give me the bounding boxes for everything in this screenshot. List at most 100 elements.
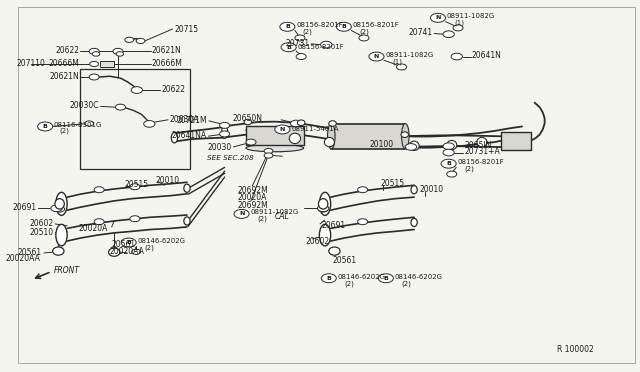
Text: 20010: 20010 [419, 185, 444, 194]
Text: 2065IN: 2065IN [464, 141, 492, 150]
Text: 20515: 20515 [124, 180, 148, 189]
Ellipse shape [221, 126, 228, 138]
Ellipse shape [477, 138, 487, 147]
Circle shape [90, 61, 99, 67]
Ellipse shape [289, 133, 301, 144]
Circle shape [131, 87, 143, 93]
Circle shape [453, 25, 463, 31]
Ellipse shape [409, 141, 419, 151]
Text: 20020AA: 20020AA [6, 254, 41, 263]
Circle shape [94, 187, 104, 193]
Text: N: N [239, 211, 244, 217]
Text: 20692M: 20692M [237, 201, 268, 210]
Text: 20691: 20691 [12, 203, 36, 212]
Text: 08911-1082G: 08911-1082G [385, 52, 433, 58]
Text: 08156-8201F: 08156-8201F [298, 44, 344, 50]
Circle shape [359, 35, 369, 41]
Circle shape [291, 120, 302, 127]
Text: 20020A: 20020A [237, 193, 266, 202]
Text: 20641NA: 20641NA [172, 131, 207, 140]
Text: 20666M: 20666M [152, 59, 183, 68]
Ellipse shape [401, 124, 409, 149]
Text: 20691: 20691 [322, 221, 346, 230]
Circle shape [317, 205, 329, 212]
Ellipse shape [328, 124, 335, 149]
Circle shape [136, 38, 145, 44]
Text: 20030A: 20030A [170, 115, 199, 124]
Text: 08911-1082G: 08911-1082G [447, 13, 495, 19]
Circle shape [234, 209, 249, 218]
Circle shape [451, 53, 463, 60]
Circle shape [115, 104, 125, 110]
Circle shape [125, 37, 134, 42]
Text: 08146-6202G: 08146-6202G [395, 274, 443, 280]
Ellipse shape [246, 126, 304, 134]
Bar [332, 124, 405, 149]
Text: CAL: CAL [275, 212, 290, 221]
Circle shape [51, 205, 62, 212]
Circle shape [130, 184, 140, 190]
Text: 20561: 20561 [18, 248, 42, 257]
Bar [500, 132, 531, 150]
Circle shape [130, 216, 140, 222]
Text: 20561: 20561 [333, 256, 356, 265]
Circle shape [116, 52, 124, 56]
Text: FRONT: FRONT [53, 266, 79, 275]
Circle shape [54, 206, 65, 212]
Circle shape [318, 206, 328, 212]
Circle shape [295, 35, 305, 41]
Bar [246, 126, 304, 145]
Ellipse shape [329, 121, 336, 126]
Text: 20510: 20510 [30, 228, 54, 237]
Ellipse shape [319, 199, 328, 209]
Ellipse shape [401, 132, 408, 138]
Text: B: B [285, 24, 290, 29]
Circle shape [144, 121, 155, 127]
Text: B: B [43, 124, 47, 129]
Text: B: B [383, 276, 388, 281]
Circle shape [447, 171, 457, 177]
Circle shape [280, 22, 295, 31]
Text: 20731: 20731 [286, 39, 310, 48]
Circle shape [121, 238, 136, 247]
Text: 20622: 20622 [55, 46, 79, 55]
Circle shape [296, 54, 306, 60]
Text: B: B [446, 161, 451, 166]
Text: 20622: 20622 [161, 85, 185, 94]
Circle shape [431, 13, 445, 22]
Circle shape [378, 274, 394, 283]
Text: (2): (2) [344, 280, 355, 287]
Text: 20621N: 20621N [152, 46, 182, 55]
Ellipse shape [52, 247, 64, 255]
Circle shape [89, 48, 99, 54]
Text: (2): (2) [303, 29, 312, 35]
Circle shape [220, 131, 230, 137]
Circle shape [84, 121, 93, 126]
Circle shape [38, 122, 52, 131]
Text: 20020A: 20020A [79, 224, 108, 233]
Circle shape [397, 64, 406, 70]
Circle shape [132, 249, 141, 254]
Circle shape [264, 153, 273, 158]
Circle shape [405, 144, 417, 150]
Text: 20721M: 20721M [177, 116, 207, 125]
Text: B: B [126, 240, 131, 245]
Ellipse shape [56, 224, 67, 246]
Text: 20715: 20715 [175, 25, 198, 33]
Circle shape [321, 41, 332, 48]
Bar [80, 69, 190, 169]
Text: 20692M: 20692M [237, 186, 268, 195]
Circle shape [443, 149, 454, 156]
Text: 20515: 20515 [381, 179, 405, 188]
Text: (2): (2) [359, 29, 369, 35]
Text: 08146-6202G: 08146-6202G [138, 238, 186, 244]
Text: N: N [374, 54, 379, 59]
Circle shape [94, 219, 104, 225]
Text: N: N [435, 15, 441, 20]
Ellipse shape [329, 247, 340, 255]
Ellipse shape [411, 218, 417, 227]
Circle shape [275, 125, 290, 134]
Ellipse shape [172, 132, 177, 143]
Circle shape [264, 148, 273, 154]
Circle shape [336, 22, 351, 31]
